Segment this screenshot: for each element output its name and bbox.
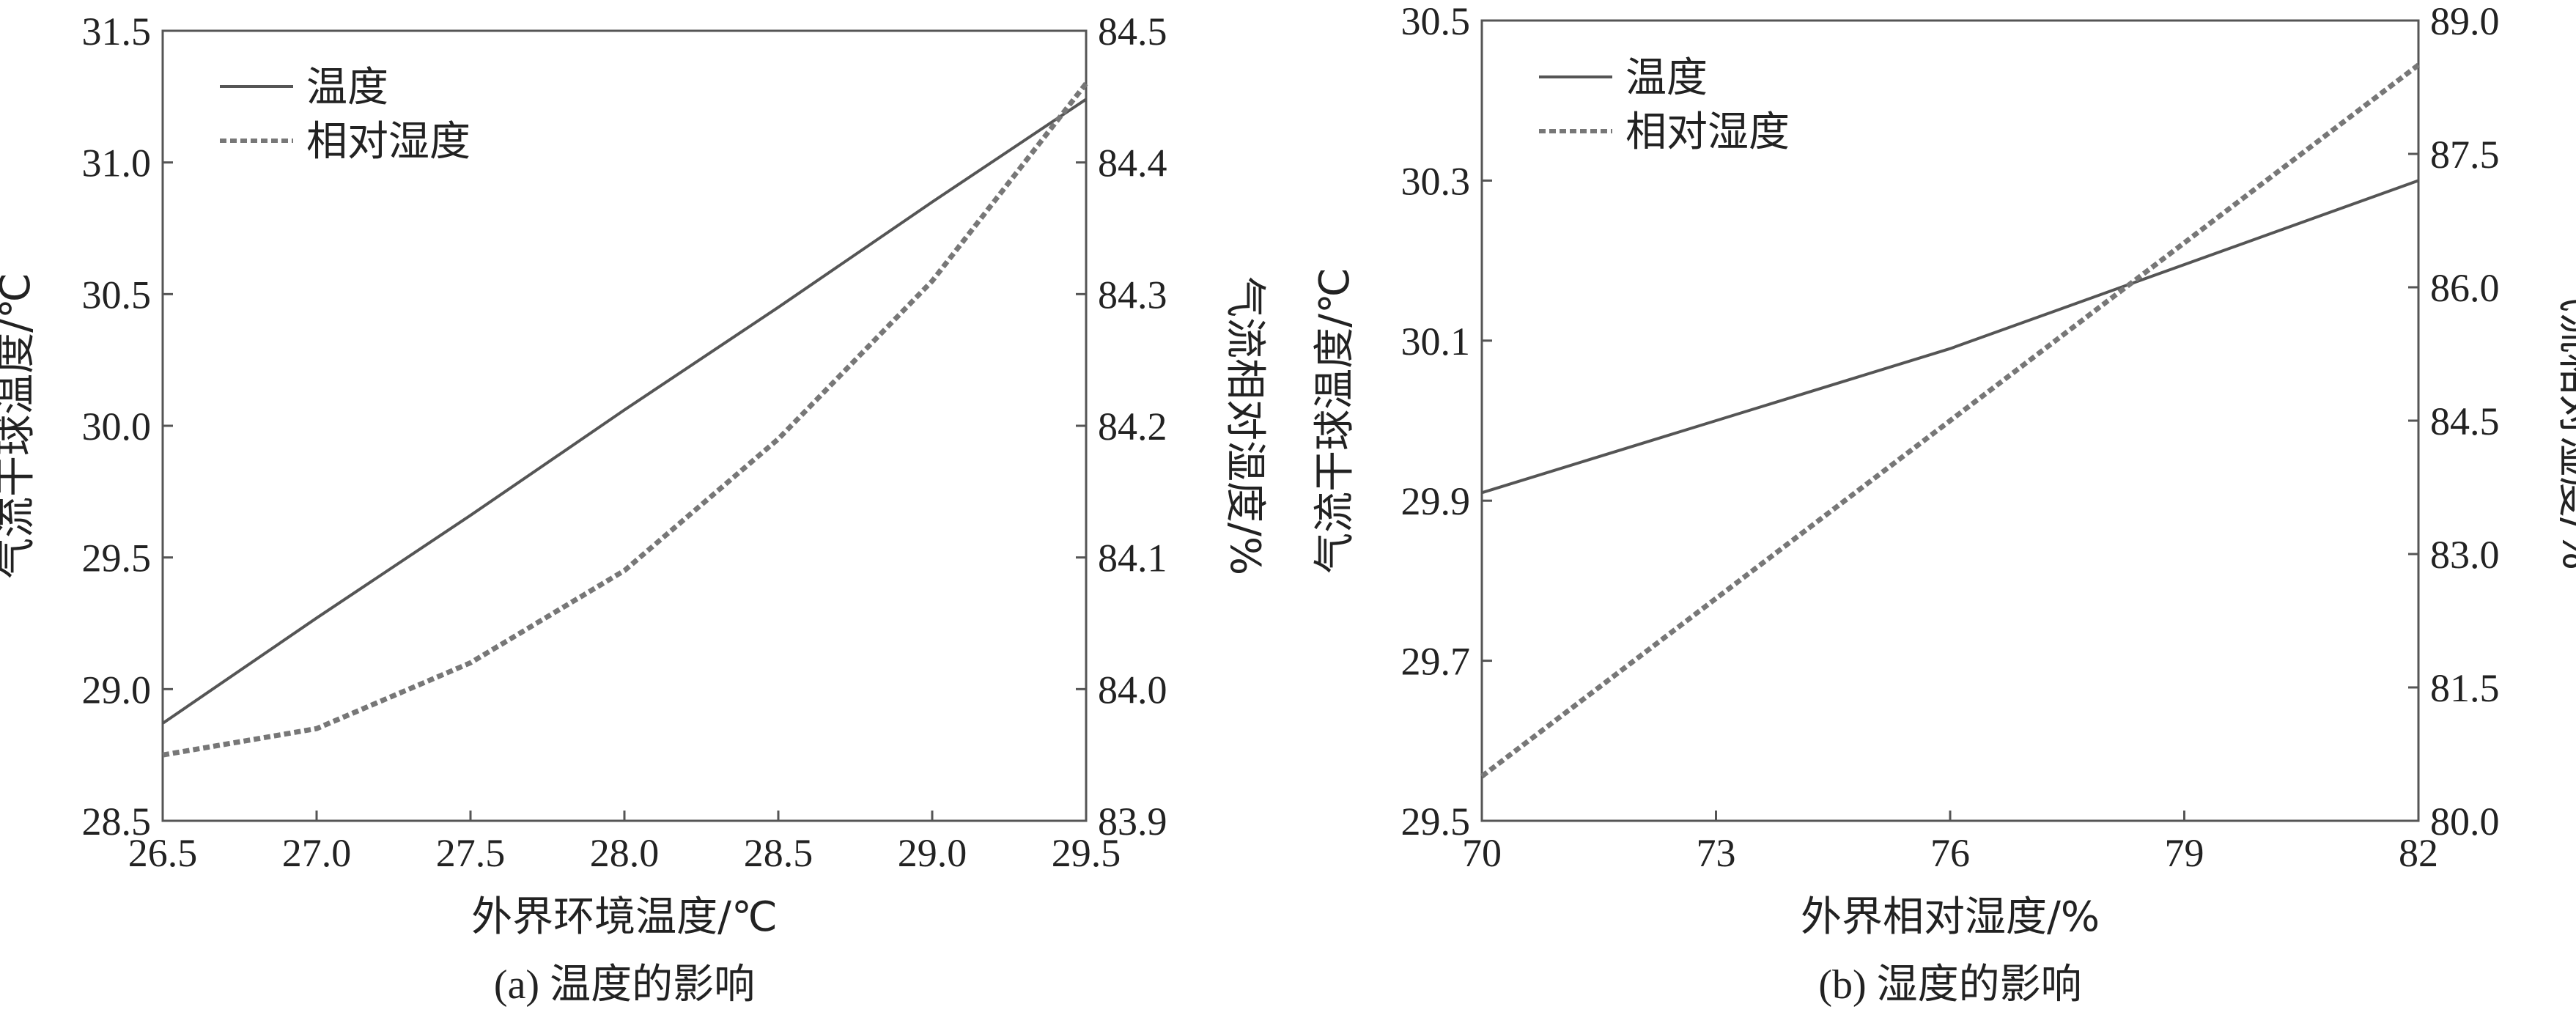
x-tick-label: 27.5 xyxy=(436,831,506,875)
y-left-tick-label: 29.7 xyxy=(1401,640,1471,684)
x-tick-label: 27.0 xyxy=(282,831,352,875)
y-right-tick-label: 84.0 xyxy=(1098,668,1167,712)
x-tick-label: 28.0 xyxy=(590,831,660,875)
y-left-tick-label: 30.1 xyxy=(1401,320,1471,363)
y-left-axis-title: 气流干球温度/℃ xyxy=(0,273,40,579)
x-tick-label: 29.5 xyxy=(1052,831,1121,875)
y-left-tick-label: 30.0 xyxy=(82,405,152,449)
x-axis-title: 外界环境温度/℃ xyxy=(471,893,778,941)
y-left-tick-label: 29.9 xyxy=(1401,479,1471,523)
chart-b: 70 73 76 79 82 29.5 29.7 29.9 30.1 30.3 30.5 80.0 81… xyxy=(1311,0,2576,1008)
y-right-tick-label: 84.1 xyxy=(1098,536,1167,580)
y-right-axis-title: 气流相对湿度/% xyxy=(2553,271,2576,570)
y-right-tick-label: 86.0 xyxy=(2430,266,2500,310)
y-left-tick-label: 31.5 xyxy=(82,10,152,53)
y-right-tick-label: 83.0 xyxy=(2430,533,2500,577)
x-tick-label: 28.5 xyxy=(744,831,813,875)
legend-label: 温度 xyxy=(1625,54,1708,102)
y-left-tick-label: 31.0 xyxy=(82,141,152,185)
series-line-humidity xyxy=(162,81,1088,758)
legend-label: 相对湿度 xyxy=(306,118,470,166)
legend-label: 温度 xyxy=(306,64,388,111)
x-tick-label: 79 xyxy=(2165,831,2204,875)
x-axis-title: 外界相对湿度/% xyxy=(1801,893,2100,941)
y-left-tick-label: 29.5 xyxy=(1401,800,1471,844)
y-left-axis-title: 气流干球温度/℃ xyxy=(1311,267,1359,574)
y-right-tick-label: 80.0 xyxy=(2430,800,2500,844)
y-right-tick-label: 84.2 xyxy=(1098,405,1167,449)
legend-label: 相对湿度 xyxy=(1625,108,1790,156)
x-tick-label: 73 xyxy=(1697,831,1736,875)
y-right-axis-title: 气流相对湿度/% xyxy=(1221,276,1269,575)
y-right-tick-label: 84.3 xyxy=(1098,273,1167,317)
y-left-tick-label: 30.3 xyxy=(1401,159,1471,203)
y-right-tick-label: 87.5 xyxy=(2430,133,2500,177)
y-right-tick-label: 83.9 xyxy=(1098,800,1167,844)
x-tick-label: 26.5 xyxy=(128,831,198,875)
x-tick-label: 29.0 xyxy=(898,831,967,875)
plot-frame xyxy=(161,29,1088,822)
series-line-humidity xyxy=(1480,62,2421,779)
figure-caption: (b) 湿度的影响 xyxy=(1818,962,2081,1008)
x-tick-label: 82 xyxy=(2399,831,2438,875)
y-left-tick-label: 29.5 xyxy=(82,536,152,580)
y-right-tick-label: 84.5 xyxy=(1098,10,1167,53)
figure-caption: (a) 温度的影响 xyxy=(494,962,755,1008)
y-right-tick-label: 84.4 xyxy=(1098,141,1167,185)
y-left-tick-label: 29.0 xyxy=(82,668,152,712)
series-line-temperature xyxy=(161,97,1088,725)
x-tick-label: 70 xyxy=(1462,831,1502,875)
y-right-tick-label: 84.5 xyxy=(2430,399,2500,443)
x-tick-label: 76 xyxy=(1930,831,1970,875)
chart-a: 26.5 27.0 27.5 28.0 28.5 29.0 29.5 28.5 29.0 29.5… xyxy=(0,10,1269,1008)
y-right-tick-label: 89.0 xyxy=(2430,0,2500,43)
y-right-tick-label: 81.5 xyxy=(2430,666,2500,710)
y-left-tick-label: 28.5 xyxy=(82,800,152,844)
series-line-temperature xyxy=(1481,179,2419,495)
y-left-tick-label: 30.5 xyxy=(1401,0,1471,43)
y-left-tick-label: 30.5 xyxy=(82,273,152,317)
